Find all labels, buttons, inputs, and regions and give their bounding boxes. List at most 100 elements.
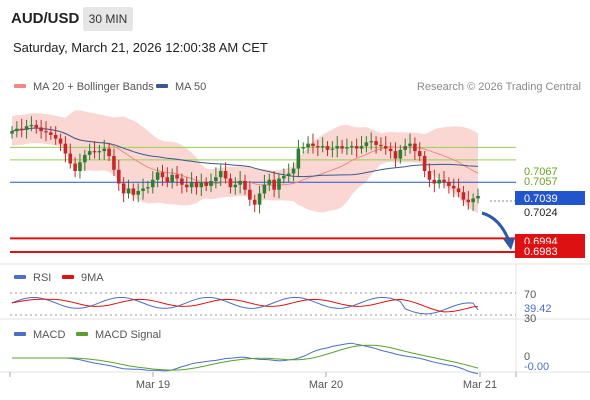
ma50-line: [11, 127, 479, 178]
candlesticks: [10, 116, 480, 214]
candle-body: [87, 151, 92, 155]
candle-body: [267, 179, 272, 185]
rsi-legend: RSI 9MA: [14, 272, 104, 284]
candle-body: [383, 146, 388, 149]
macd-signal-legend-swatch: [76, 332, 88, 336]
price-level-lines: [10, 146, 516, 254]
candle-body: [204, 182, 208, 186]
forecast-arrow-head: [503, 238, 515, 250]
candle-body: [340, 146, 344, 149]
x-tick-label-mar21: Mar 21: [463, 379, 497, 391]
candle-body: [301, 147, 306, 149]
rsi-legend-swatch: [14, 275, 26, 279]
forecast-arrow-line: [481, 211, 511, 242]
candle-body: [432, 179, 437, 184]
macd-signal-legend-label: MACD Signal: [95, 329, 161, 341]
rsi-30-label: 30: [524, 313, 536, 325]
price-labels: 0.7067 0.7057 0.7039 0.7024 0.6994 0.698…: [515, 166, 585, 258]
candle-body: [78, 162, 82, 172]
rsi-ma-legend-swatch: [62, 275, 74, 279]
ma20-legend-swatch: [14, 84, 26, 88]
candle-body: [126, 188, 131, 194]
candle-body: [354, 146, 359, 149]
candle-body: [73, 163, 77, 172]
candle-body: [345, 147, 349, 149]
rsi-ma-line: [11, 298, 479, 313]
candle-body: [68, 153, 73, 164]
candle-body: [437, 179, 441, 184]
last-price-label: 0.7024: [524, 207, 558, 219]
last-price-label-box: [515, 205, 585, 219]
candle-body: [209, 181, 213, 186]
bollinger-band: [12, 110, 478, 214]
candle-body: [150, 179, 155, 188]
candle-body: [272, 179, 276, 190]
rsi-value-label: 39.42: [524, 303, 552, 315]
rsi-70-label: 70: [524, 289, 536, 301]
candle-body: [92, 151, 97, 153]
candle-body: [243, 181, 247, 190]
candle-body: [223, 171, 228, 179]
candle-body: [277, 178, 281, 190]
candle-body: [131, 188, 136, 195]
pivot-label: 0.7039: [524, 193, 558, 205]
candle-body: [107, 148, 111, 157]
candle-body: [335, 146, 340, 149]
candle-body: [102, 148, 107, 152]
pivot-label-box: [515, 191, 585, 205]
chart-header: AUD/USD 30 MIN Saturday, March 21, 2026 …: [0, 0, 590, 72]
candle-body: [218, 171, 223, 178]
candle-body: [146, 187, 150, 189]
candle-body: [189, 182, 194, 188]
ma50-legend-label: MA 50: [175, 81, 206, 93]
macd-legend: MACD MACD Signal: [14, 329, 161, 341]
candle-body: [19, 128, 24, 130]
candle-body: [296, 148, 301, 169]
macd-signal-line: [12, 344, 479, 371]
price-legend: MA 20 + Bollinger Bands MA 50: [14, 81, 206, 93]
candle-body: [349, 146, 354, 148]
candle-body: [214, 177, 218, 181]
candle-body: [306, 143, 310, 148]
candle-body: [330, 148, 335, 150]
candle-body: [252, 199, 257, 205]
timeframe-badge[interactable]: 30 MIN: [83, 7, 133, 31]
chart-datetime: Saturday, March 21, 2026 12:00:38 AM CET: [13, 40, 268, 55]
candle-body: [63, 143, 68, 154]
copyright-text: Research © 2026 Trading Central: [417, 81, 581, 93]
candle-body: [233, 184, 238, 188]
candle-body: [456, 188, 461, 193]
candle-body: [116, 169, 121, 184]
candle-body: [194, 182, 199, 188]
rsi-legend-label: RSI: [33, 272, 51, 284]
ma50-legend-swatch: [156, 84, 168, 88]
candle-body: [180, 178, 184, 185]
candle-body: [58, 138, 63, 144]
candle-body: [325, 146, 330, 150]
macd-line: [12, 342, 479, 375]
candle-body: [141, 188, 145, 191]
support-2-label-box: [515, 244, 585, 258]
forecast-arrow: [481, 211, 515, 250]
candle-body: [262, 184, 267, 194]
candle-body: [49, 132, 53, 135]
rsi-ma-legend-label: 9MA: [81, 272, 104, 284]
candle-body: [359, 146, 364, 149]
candle-body: [282, 176, 286, 179]
candle-body: [165, 177, 170, 183]
candle-body: [184, 184, 189, 188]
candle-body: [442, 179, 446, 183]
candle-body: [29, 124, 34, 127]
x-tick-label-mar20: Mar 20: [309, 379, 343, 391]
candle-body: [170, 174, 174, 183]
candle-body: [447, 182, 451, 186]
candle-body: [83, 154, 87, 163]
candle-body: [320, 146, 325, 148]
candle-body: [369, 141, 374, 143]
candle-body: [238, 181, 242, 185]
candle-body: [466, 199, 471, 203]
candle-body: [413, 143, 417, 152]
resistance-1-label: 0.7057: [524, 176, 558, 188]
candle-body: [97, 151, 102, 153]
candle-body: [379, 144, 383, 147]
